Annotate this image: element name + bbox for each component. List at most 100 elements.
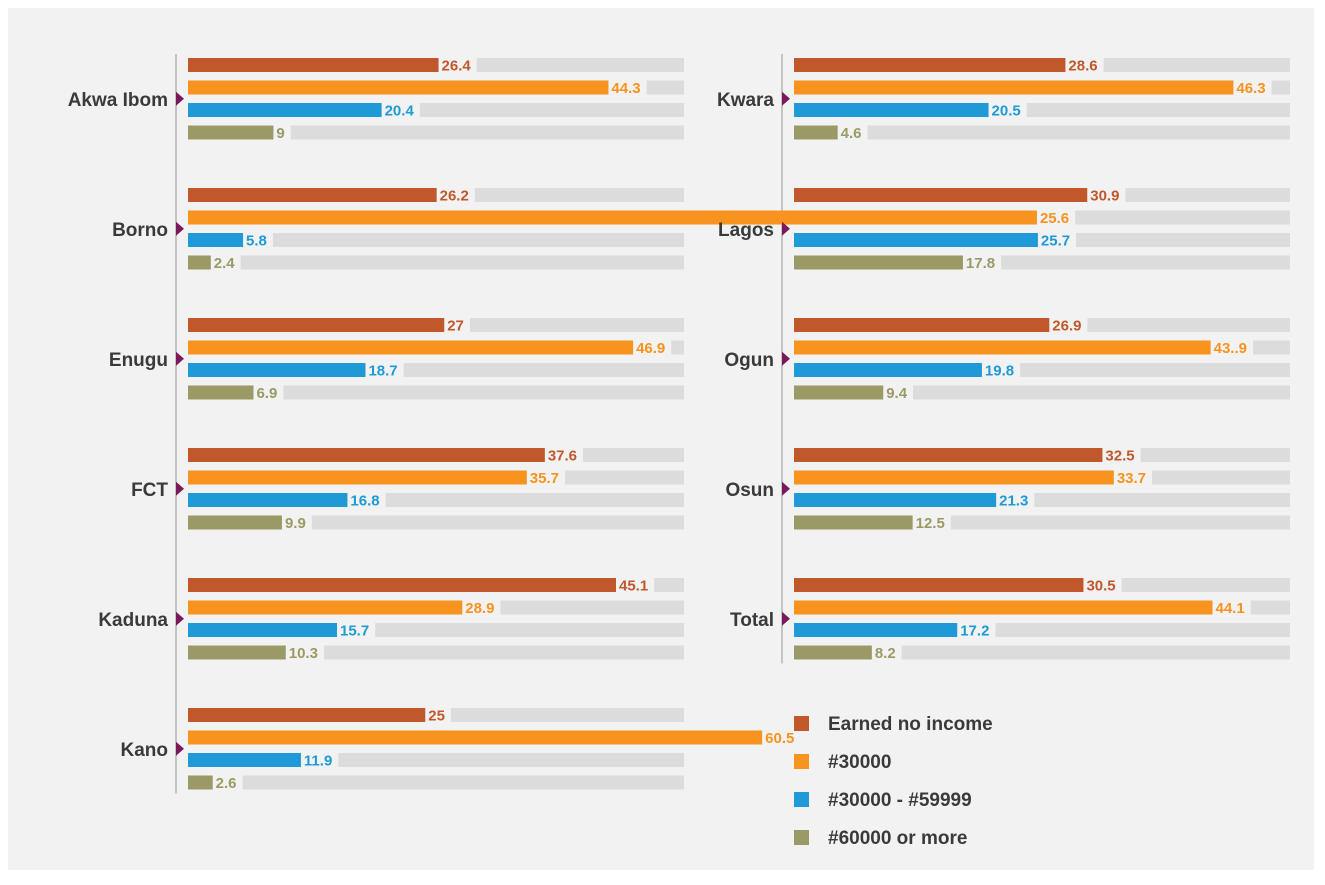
legend-swatch bbox=[794, 716, 809, 731]
value-label: 43..9 bbox=[1214, 340, 1247, 357]
label-gap bbox=[285, 645, 324, 660]
value-label: 9.9 bbox=[285, 515, 306, 532]
label-gap bbox=[526, 470, 565, 485]
group-label: Osun bbox=[725, 480, 774, 501]
bar bbox=[188, 255, 211, 270]
label-gap bbox=[243, 233, 273, 247]
group-marker-icon bbox=[176, 481, 184, 496]
legend-label: #30000 bbox=[828, 752, 891, 773]
legend-swatch bbox=[794, 792, 809, 807]
label-gap bbox=[425, 708, 451, 722]
chart-panel: Akwa Ibom26.444.320.49Borno26.265.65.82.… bbox=[8, 8, 1314, 870]
bar bbox=[188, 623, 337, 637]
value-label: 6.9 bbox=[256, 385, 277, 402]
bar-track bbox=[188, 125, 684, 140]
value-label: 10.3 bbox=[289, 645, 318, 662]
bar bbox=[188, 730, 763, 745]
group-marker-icon bbox=[176, 91, 184, 106]
bar bbox=[188, 708, 426, 722]
label-gap bbox=[381, 103, 420, 117]
value-label: 8.2 bbox=[875, 645, 896, 662]
label-gap bbox=[1210, 340, 1253, 355]
legend-swatch bbox=[794, 830, 809, 845]
group-label: Kwara bbox=[717, 90, 774, 111]
label-gap bbox=[544, 448, 584, 462]
label-gap bbox=[336, 623, 376, 637]
bar bbox=[794, 515, 913, 530]
value-label: 21.3 bbox=[999, 493, 1028, 510]
bar-track bbox=[188, 233, 684, 247]
bar bbox=[794, 318, 1050, 332]
label-gap bbox=[957, 623, 996, 637]
label-gap bbox=[438, 58, 477, 72]
bar bbox=[188, 493, 348, 507]
label-gap bbox=[981, 363, 1021, 377]
bar bbox=[188, 103, 382, 117]
bar-chart: Akwa Ibom26.444.320.49Borno26.265.65.82.… bbox=[68, 54, 1290, 849]
bar bbox=[794, 80, 1234, 95]
label-gap bbox=[212, 775, 243, 790]
value-label: 26.9 bbox=[1052, 318, 1081, 335]
value-label: 44.1 bbox=[1216, 600, 1245, 617]
label-gap bbox=[1036, 210, 1076, 225]
label-gap bbox=[281, 515, 312, 530]
bar bbox=[794, 188, 1088, 202]
label-gap bbox=[1083, 578, 1122, 592]
value-label: 26.2 bbox=[440, 188, 469, 205]
value-label: 4.6 bbox=[841, 125, 862, 142]
bar bbox=[794, 493, 997, 507]
label-gap bbox=[347, 493, 386, 507]
label-gap bbox=[1087, 188, 1126, 202]
value-label: 2.6 bbox=[216, 775, 237, 792]
label-gap bbox=[210, 255, 241, 270]
label-gap bbox=[462, 600, 501, 615]
legend-label: #60000 or more bbox=[828, 828, 967, 849]
group-marker-icon bbox=[176, 741, 184, 756]
value-label: 5.8 bbox=[246, 233, 267, 250]
group-label: FCT bbox=[131, 480, 168, 501]
bar bbox=[188, 58, 439, 72]
group-marker-icon bbox=[176, 221, 184, 236]
bar bbox=[188, 645, 286, 660]
bar bbox=[188, 318, 445, 332]
group-marker-icon bbox=[782, 611, 790, 626]
bar bbox=[794, 448, 1103, 462]
legend-label: #30000 - #59999 bbox=[828, 790, 972, 811]
bar bbox=[794, 645, 872, 660]
bar bbox=[188, 600, 463, 615]
value-label: 25.6 bbox=[1040, 210, 1069, 227]
value-label: 28.9 bbox=[465, 600, 494, 617]
group-label: Total bbox=[730, 610, 774, 631]
bar-track bbox=[794, 385, 1290, 400]
bar bbox=[794, 210, 1037, 225]
label-gap bbox=[273, 125, 291, 140]
label-gap bbox=[615, 578, 655, 592]
value-label: 15.7 bbox=[340, 623, 369, 640]
bar bbox=[794, 385, 884, 400]
group-label: Borno bbox=[112, 220, 168, 241]
bar bbox=[794, 623, 958, 637]
bar bbox=[188, 233, 244, 247]
label-gap bbox=[1049, 318, 1088, 332]
label-gap bbox=[1037, 233, 1077, 247]
bar-track bbox=[794, 645, 1290, 660]
value-label: 19.8 bbox=[985, 363, 1014, 380]
bar bbox=[794, 58, 1066, 72]
bar bbox=[794, 103, 989, 117]
group-label: Ogun bbox=[724, 350, 774, 371]
bar-track bbox=[188, 775, 684, 790]
group-marker-icon bbox=[782, 91, 790, 106]
bar-track bbox=[188, 515, 684, 530]
label-gap bbox=[1212, 600, 1251, 615]
value-label: 60.5 bbox=[765, 730, 794, 747]
label-gap bbox=[912, 515, 951, 530]
bar bbox=[794, 125, 838, 140]
bar bbox=[794, 363, 982, 377]
value-label: 9.4 bbox=[886, 385, 908, 402]
bar bbox=[188, 210, 811, 225]
label-gap bbox=[608, 80, 647, 95]
value-label: 20.4 bbox=[385, 103, 415, 120]
value-label: 2.4 bbox=[214, 255, 236, 272]
label-gap bbox=[962, 255, 1002, 270]
bar bbox=[794, 578, 1084, 592]
